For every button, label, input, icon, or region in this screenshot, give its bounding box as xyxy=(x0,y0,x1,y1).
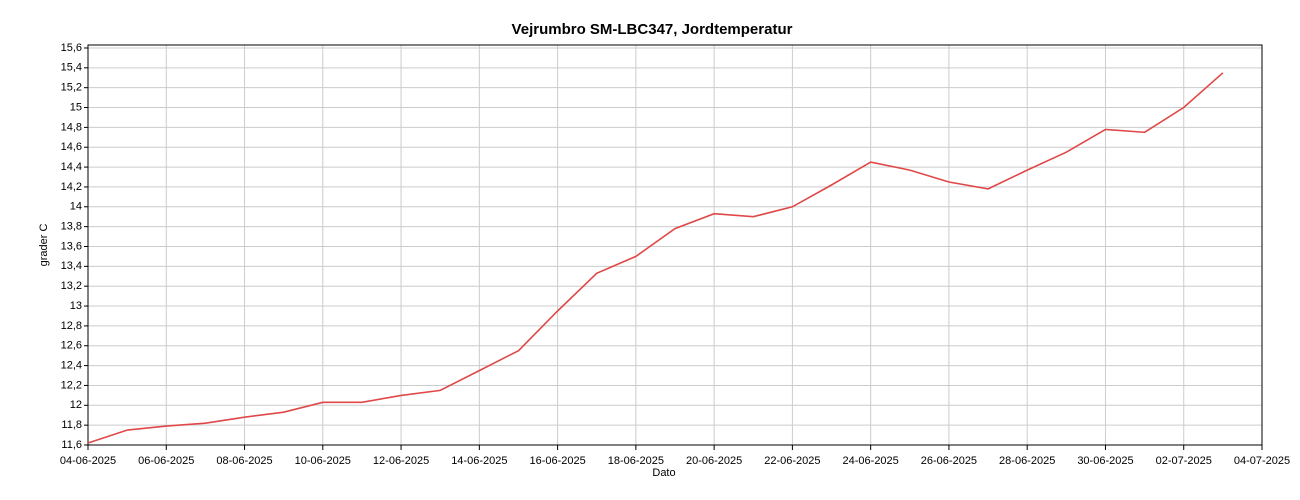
y-tick-label: 14,4 xyxy=(61,161,82,173)
y-tick-label: 15,4 xyxy=(61,62,82,74)
y-tick-label: 11,8 xyxy=(61,419,82,431)
y-tick-label: 12,6 xyxy=(61,340,82,352)
y-tick-label: 13,8 xyxy=(61,221,82,233)
x-tick-label: 30-06-2025 xyxy=(1077,455,1133,467)
y-tick-label: 15 xyxy=(70,101,82,113)
x-tick-label: 22-06-2025 xyxy=(764,455,820,467)
x-tick-label: 26-06-2025 xyxy=(921,455,977,467)
y-tick-label: 14 xyxy=(70,201,82,213)
y-tick-label: 12,2 xyxy=(61,379,82,391)
x-tick-label: 28-06-2025 xyxy=(999,455,1055,467)
y-tick-label: 14,8 xyxy=(61,121,82,133)
x-tick-label: 24-06-2025 xyxy=(843,455,899,467)
x-tick-label: 04-06-2025 xyxy=(60,455,116,467)
x-tick-label: 06-06-2025 xyxy=(138,455,194,467)
x-tick-label: 20-06-2025 xyxy=(686,455,742,467)
x-axis-label: Dato xyxy=(652,467,675,479)
y-tick-label: 13,6 xyxy=(61,240,82,252)
y-tick-label: 11,6 xyxy=(61,439,82,451)
x-tick-label: 08-06-2025 xyxy=(216,455,272,467)
y-tick-label: 13,2 xyxy=(61,280,82,292)
chart-title: Vejrumbro SM-LBC347, Jordtemperatur xyxy=(512,21,793,38)
x-tick-label: 16-06-2025 xyxy=(529,455,585,467)
x-tick-label: 10-06-2025 xyxy=(295,455,351,467)
x-tick-label: 14-06-2025 xyxy=(451,455,507,467)
y-tick-label: 13 xyxy=(70,300,82,312)
y-tick-label: 12,8 xyxy=(61,320,82,332)
plot-frame xyxy=(87,44,1263,446)
y-tick-label: 14,6 xyxy=(61,141,82,153)
x-tick-label: 04-07-2025 xyxy=(1234,455,1290,467)
data-line xyxy=(87,72,1224,444)
y-tick-label: 15,6 xyxy=(61,42,82,54)
y-axis-label: grader C xyxy=(38,224,50,267)
y-tick-label: 12,4 xyxy=(61,360,82,372)
x-tick-label: 12-06-2025 xyxy=(373,455,429,467)
y-tick-label: 12 xyxy=(70,399,82,411)
x-tick-label: 02-07-2025 xyxy=(1156,455,1212,467)
y-tick-label: 13,4 xyxy=(61,260,82,272)
y-tick-label: 14,2 xyxy=(61,181,82,193)
y-tick-label: 15,2 xyxy=(61,82,82,94)
x-tick-label: 18-06-2025 xyxy=(608,455,664,467)
